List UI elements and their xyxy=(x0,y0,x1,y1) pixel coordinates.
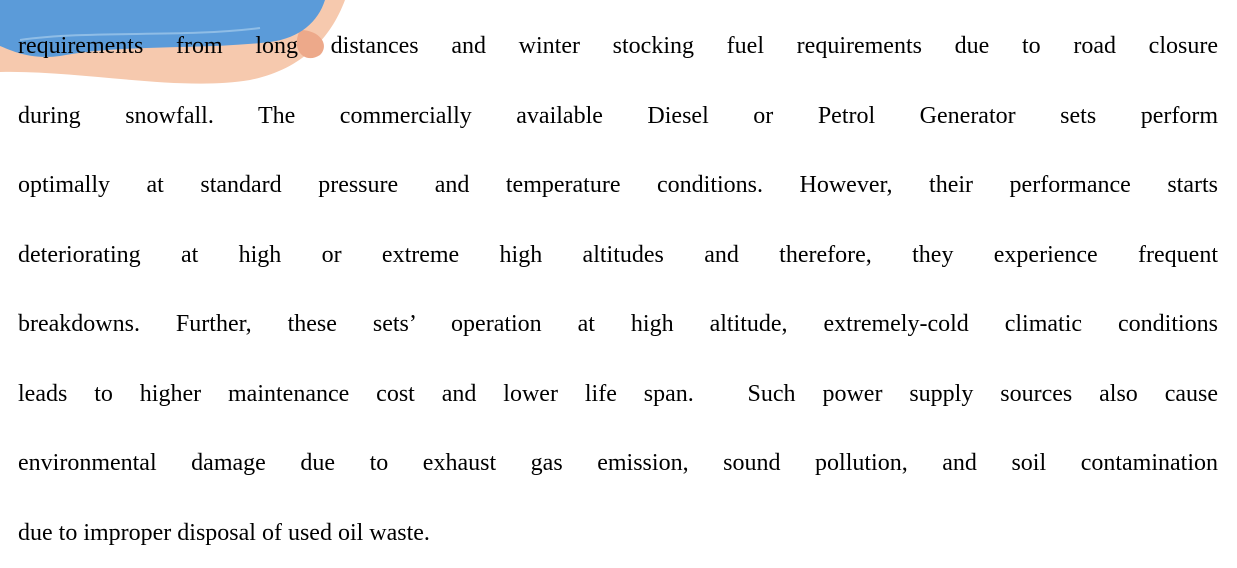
text-line: optimally at standard pressure and tempe… xyxy=(18,151,1218,221)
text-line: deteriorating at high or extreme high al… xyxy=(18,221,1218,291)
text-line: during snowfall. The commercially availa… xyxy=(18,82,1218,152)
text-line: requirements from long distances and win… xyxy=(18,12,1218,82)
text-line: leads to higher maintenance cost and low… xyxy=(18,360,1218,430)
text-line: environmental damage due to exhaust gas … xyxy=(18,429,1218,499)
page: requirements from long distances and win… xyxy=(0,0,1237,558)
text-line: breakdowns. Further, these sets’ operati… xyxy=(18,290,1218,360)
paragraph: requirements from long distances and win… xyxy=(18,12,1218,568)
